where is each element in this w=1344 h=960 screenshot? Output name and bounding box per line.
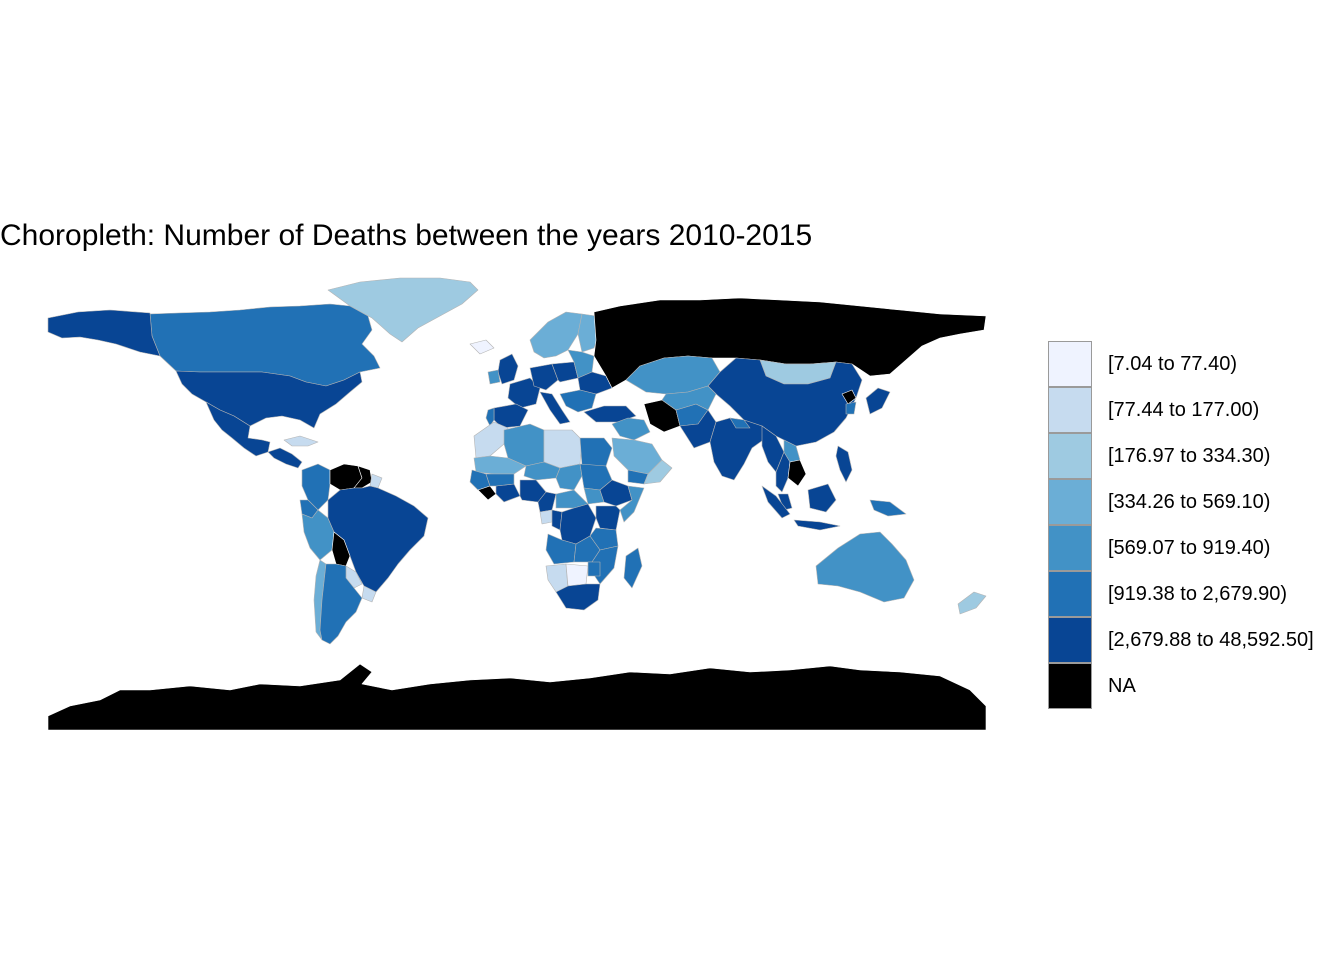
region [205, 401, 271, 457]
region [587, 561, 601, 577]
region [469, 339, 495, 355]
region [869, 499, 907, 517]
region [661, 385, 717, 411]
region [559, 389, 597, 413]
map-title: Choropleth: Number of Deaths between the… [0, 219, 813, 252]
region [835, 445, 853, 483]
legend-item: [176.97 to 334.30) [1048, 433, 1344, 479]
legend-swatch [1048, 341, 1092, 387]
legend-label: [919.38 to 2,679.90) [1108, 583, 1288, 605]
region [595, 505, 621, 531]
legend-item: [334.26 to 569.10) [1048, 479, 1344, 525]
legend-item: [7.04 to 77.40) [1048, 341, 1344, 387]
region [539, 391, 571, 425]
region [537, 491, 557, 513]
region [865, 387, 891, 415]
region [487, 369, 501, 385]
region [643, 459, 673, 485]
region [327, 277, 479, 343]
region [845, 401, 857, 415]
region [709, 417, 767, 481]
map-legend: [7.04 to 77.40) [77.44 to 177.00) [176.9… [1048, 341, 1344, 709]
region [555, 463, 583, 491]
region [539, 509, 553, 525]
region [543, 429, 583, 469]
region [729, 417, 751, 429]
region [507, 377, 541, 409]
region [761, 485, 791, 519]
region [485, 473, 515, 487]
legend-swatch [1048, 525, 1092, 571]
region [497, 353, 519, 385]
legend-label: [7.04 to 77.40) [1108, 353, 1237, 375]
legend-label: [2,679.88 to 48,592.50] [1108, 629, 1314, 651]
region [551, 361, 579, 383]
region [619, 485, 645, 523]
legend-label: [176.97 to 334.30) [1108, 445, 1271, 467]
region [529, 311, 583, 359]
region [555, 583, 601, 611]
region [793, 519, 841, 531]
region [267, 447, 303, 469]
region [611, 417, 651, 441]
region [369, 473, 383, 489]
region [807, 483, 837, 513]
legend-swatch [1048, 387, 1092, 433]
region [47, 663, 987, 731]
region [623, 547, 643, 589]
region [495, 483, 521, 503]
region [283, 435, 319, 447]
legend-swatch [1048, 663, 1092, 709]
region [787, 459, 807, 487]
legend-label: [77.44 to 177.00) [1108, 399, 1260, 421]
legend-item: [919.38 to 2,679.90) [1048, 571, 1344, 617]
legend-swatch [1048, 479, 1092, 525]
region [841, 389, 857, 405]
region [473, 421, 509, 459]
legend-swatch [1048, 617, 1092, 663]
region [957, 591, 987, 615]
region [529, 363, 559, 391]
region [579, 437, 613, 467]
legend-item: NA [1048, 663, 1344, 709]
region [583, 405, 637, 423]
legend-label: [334.26 to 569.10) [1108, 491, 1271, 513]
region [319, 563, 363, 645]
region [47, 309, 161, 357]
legend-item: [569.07 to 919.40) [1048, 525, 1344, 571]
region [815, 531, 915, 603]
legend-label: NA [1108, 675, 1136, 697]
region [485, 407, 495, 427]
legend-item: [77.44 to 177.00) [1048, 387, 1344, 433]
legend-item: [2,679.88 to 48,592.50] [1048, 617, 1344, 663]
legend-swatch [1048, 571, 1092, 617]
region [565, 563, 589, 587]
region [361, 585, 377, 603]
legend-label: [569.07 to 919.40) [1108, 537, 1271, 559]
legend-swatch [1048, 433, 1092, 479]
